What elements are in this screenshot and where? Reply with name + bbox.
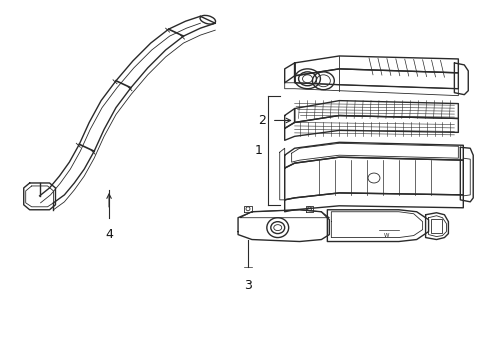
Text: 3: 3 <box>244 279 252 292</box>
Text: 2: 2 <box>258 114 266 127</box>
Text: 4: 4 <box>105 228 113 240</box>
Text: 1: 1 <box>255 144 263 157</box>
Text: W: W <box>384 233 390 238</box>
